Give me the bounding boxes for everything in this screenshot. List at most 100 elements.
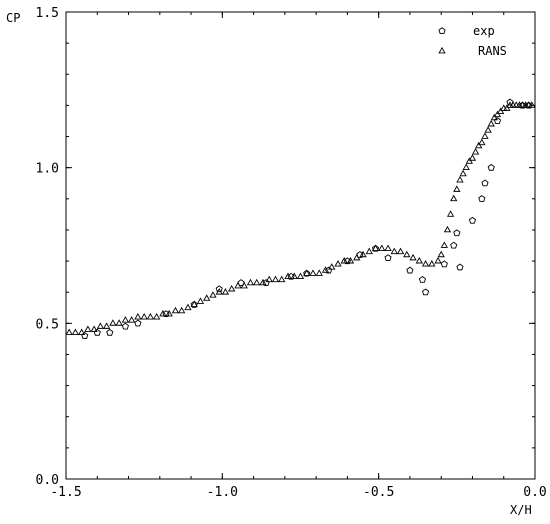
rans-point [415, 256, 423, 264]
rans-point [321, 266, 330, 273]
series-rans [65, 101, 536, 336]
rans-point [359, 250, 367, 258]
rans-point [490, 113, 498, 121]
rans-point [340, 256, 348, 264]
rans-point [465, 157, 473, 164]
rans-point [471, 147, 480, 155]
rans-point [103, 322, 111, 329]
rans-point [390, 247, 398, 255]
rans-point [128, 316, 136, 323]
rans-point [403, 250, 411, 258]
rans-point [303, 269, 311, 276]
legend-label-exp: exp [473, 24, 495, 38]
rans-point [493, 110, 502, 118]
x-tick-label: 0.0 [523, 485, 546, 500]
rans-point [456, 176, 464, 183]
rans-point [109, 319, 117, 326]
rans-point [309, 269, 317, 276]
legend-marker-rans [438, 46, 446, 54]
exp-point [481, 179, 489, 187]
rans-point [121, 316, 130, 323]
rans-point [115, 319, 123, 326]
rans-point [171, 306, 180, 314]
exp-point [440, 260, 448, 268]
rans-point [215, 288, 223, 295]
rans-point [178, 306, 186, 314]
rans-point [296, 272, 305, 279]
rans-point [353, 253, 361, 261]
rans-point [153, 312, 161, 320]
x-tick-label: -0.5 [363, 485, 394, 500]
rans-point [409, 253, 417, 261]
rans-point [196, 297, 205, 304]
rans-point [246, 278, 255, 286]
rans-point [453, 185, 461, 192]
rans-point [437, 250, 445, 258]
data-marks [65, 98, 536, 339]
rans-point [284, 272, 292, 279]
exp-point [506, 98, 514, 106]
rans-point [228, 284, 236, 292]
rans-point [484, 126, 492, 133]
y-tick-label: 1.5 [36, 6, 59, 21]
exp-point [487, 163, 495, 171]
rans-point [140, 312, 148, 320]
rans-point [365, 247, 373, 255]
rans-point [190, 300, 198, 308]
rans-point [450, 194, 458, 202]
rans-point [265, 275, 273, 283]
rans-point [165, 309, 173, 317]
rans-point [396, 247, 405, 255]
rans-point [384, 244, 392, 251]
rans-point [240, 281, 248, 289]
rans-point [159, 309, 167, 317]
y-tick-label: 0.0 [36, 473, 59, 488]
series-exp [81, 98, 533, 339]
y-tick-label: 0.5 [36, 317, 59, 332]
exp-point [453, 229, 461, 237]
legend-label-rans: RANS [478, 44, 507, 58]
rans-point [290, 272, 298, 279]
rans-point [328, 263, 336, 270]
rans-point [84, 325, 92, 332]
rans-point [421, 260, 430, 267]
x-axis-title: X/H [510, 503, 532, 517]
rans-point [278, 275, 286, 283]
rans-point [443, 225, 452, 233]
rans-point [462, 163, 470, 171]
legend: exp RANS [438, 24, 507, 58]
exp-point [421, 288, 430, 296]
exp-point [81, 332, 89, 339]
rans-point [96, 322, 105, 329]
exp-point [418, 275, 427, 283]
rans-point [90, 325, 98, 332]
rans-point [503, 104, 511, 111]
rans-point [478, 138, 486, 146]
rans-point [528, 101, 536, 108]
rans-point [65, 328, 73, 336]
rans-point [234, 281, 242, 289]
rans-point [459, 169, 467, 177]
exp-point [303, 269, 311, 277]
rans-point [371, 244, 380, 251]
exp-point [384, 254, 392, 261]
rans-point [446, 210, 455, 217]
rans-point [209, 291, 217, 298]
exp-point [468, 216, 477, 224]
rans-point [134, 312, 142, 320]
exp-point [190, 300, 198, 308]
x-tick-label: -1.0 [207, 485, 238, 500]
rans-point [346, 256, 355, 264]
rans-point [203, 294, 211, 301]
legend-marker-exp-shape [438, 27, 446, 35]
rans-point [468, 154, 477, 161]
exp-point [371, 244, 380, 252]
rans-point [221, 288, 230, 295]
legend-marker-exp [438, 27, 446, 35]
rans-point [434, 256, 442, 264]
plot-frame [65, 11, 536, 480]
axis-ticks: -1.5 -1.0 -0.5 0.0 0.0 0.5 1.0 1.5 [36, 6, 547, 500]
rans-point [77, 328, 86, 336]
rans-point [428, 260, 436, 267]
